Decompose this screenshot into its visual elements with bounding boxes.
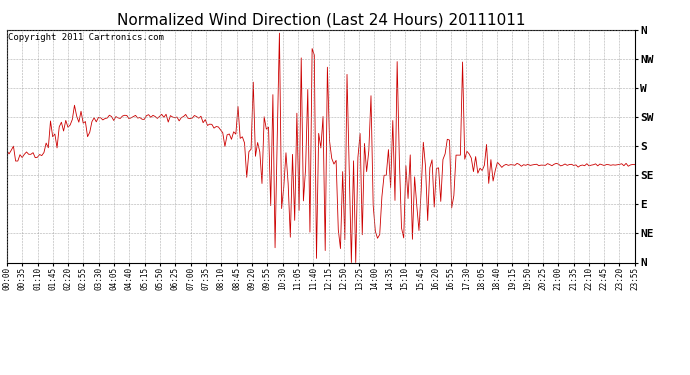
Text: Copyright 2011 Cartronics.com: Copyright 2011 Cartronics.com (8, 33, 164, 42)
Title: Normalized Wind Direction (Last 24 Hours) 20111011: Normalized Wind Direction (Last 24 Hours… (117, 12, 525, 27)
